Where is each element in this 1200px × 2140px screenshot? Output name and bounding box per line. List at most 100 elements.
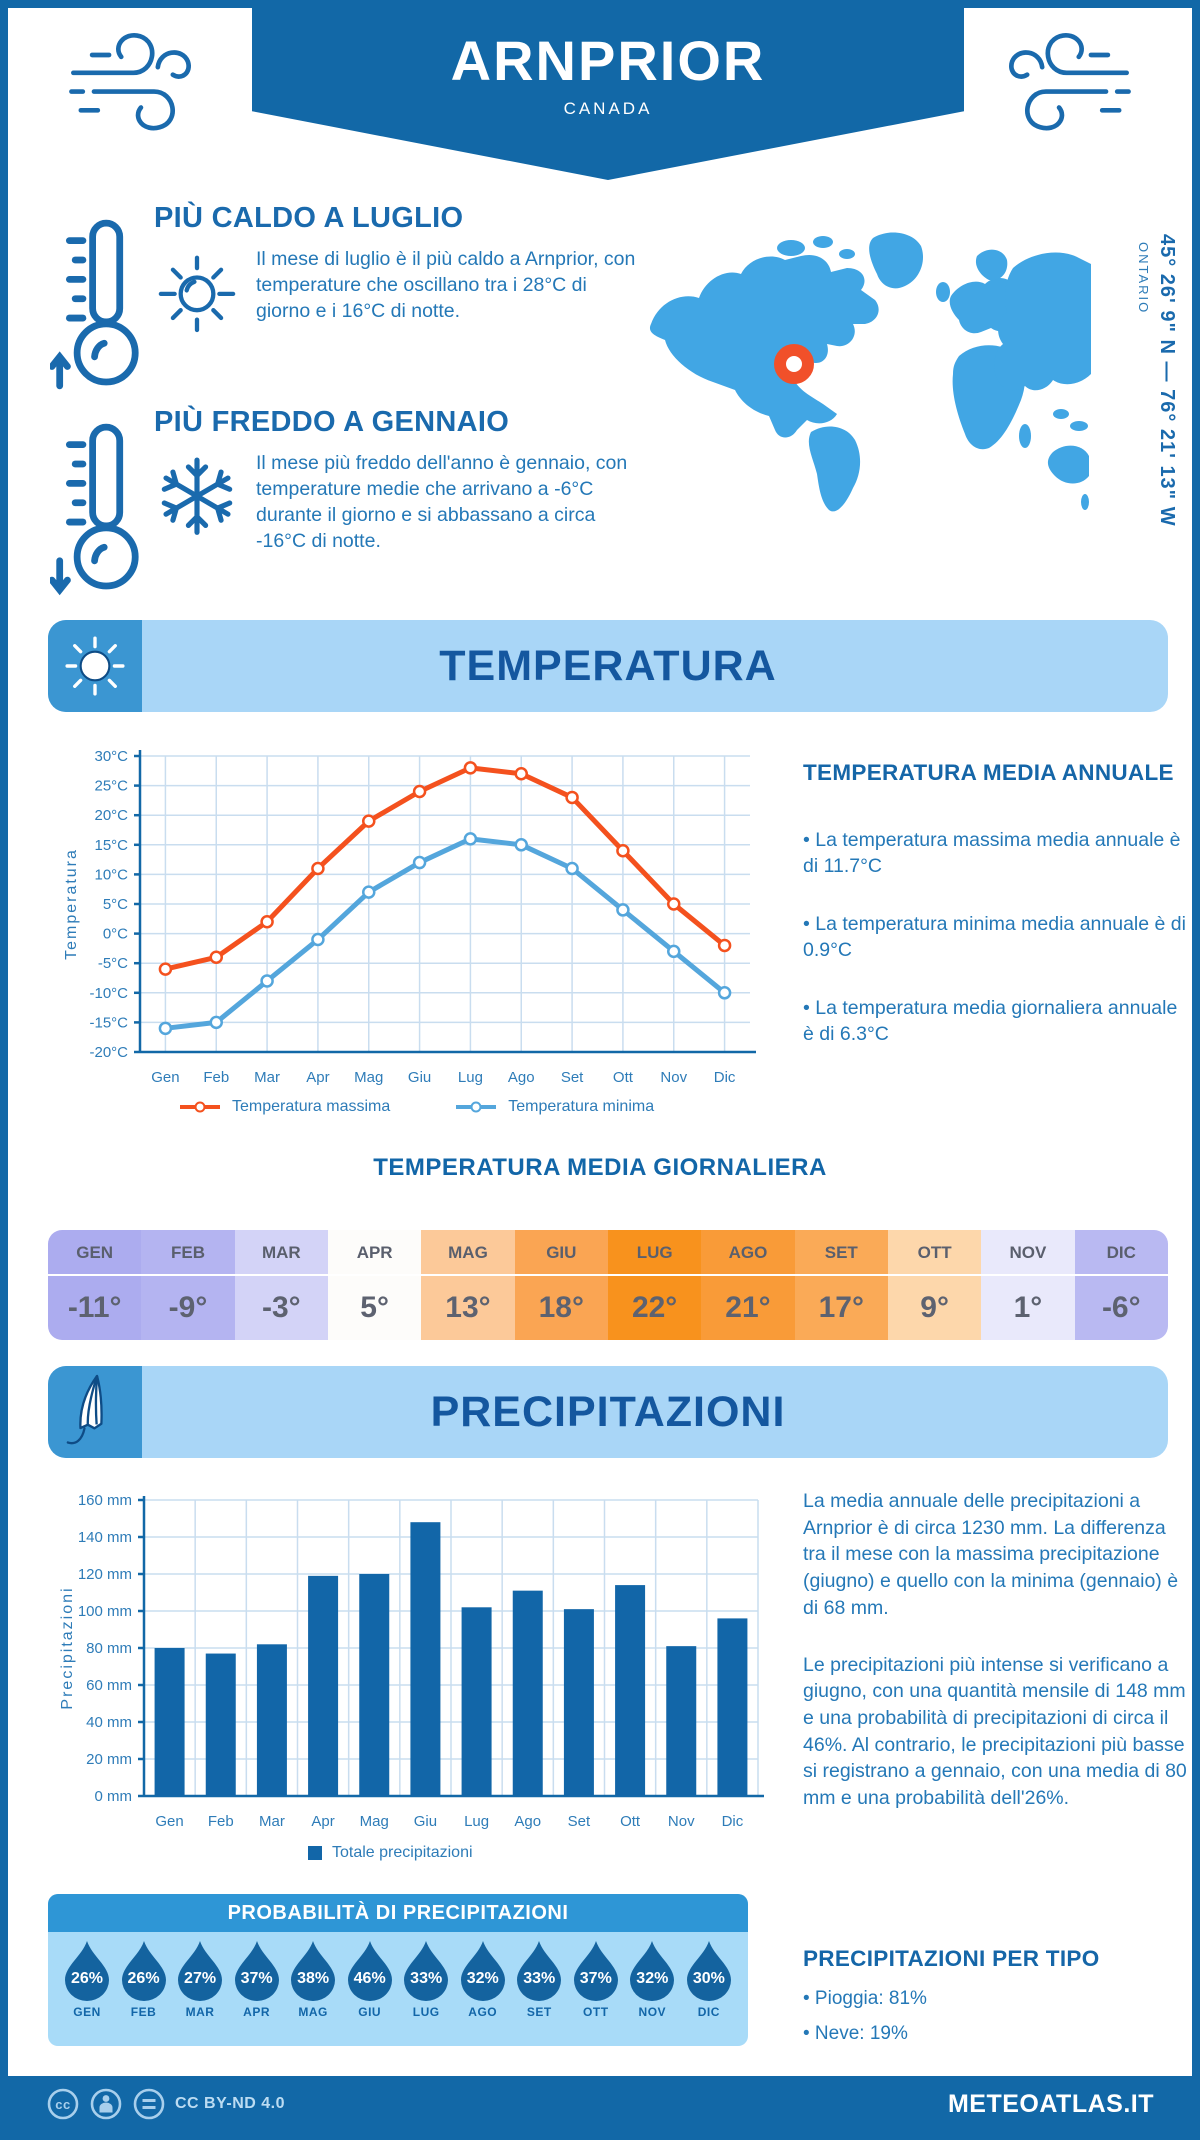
svg-text:20 mm: 20 mm [86,1751,132,1768]
snowflake-icon [154,449,240,555]
probability-drop-gen: 26% GEN [62,1940,112,2019]
probability-drop-nov: 32% NOV [627,1940,677,2019]
svg-text:5°C: 5°C [103,896,128,913]
svg-text:-20°C: -20°C [89,1044,128,1061]
month-cell-nov: NOV 1° [981,1230,1075,1340]
svg-text:0 mm: 0 mm [95,1788,133,1805]
svg-text:Mag: Mag [354,1069,383,1086]
cc-icon: cc [47,2088,79,2120]
svg-text:-15°C: -15°C [89,1014,128,1031]
thermometer-up-icon [48,214,142,401]
svg-text:-10°C: -10°C [89,985,128,1002]
month-cell-dic: DIC -6° [1074,1230,1168,1340]
svg-text:Gen: Gen [155,1813,183,1830]
legend-swatch [308,1846,322,1860]
svg-text:Dic: Dic [714,1069,736,1086]
probability-title: PROBABILITÀ DI PRECIPITAZIONI [48,1894,748,1932]
legend-item: Totale precipitazioni [308,1844,473,1862]
svg-text:Ott: Ott [613,1069,634,1086]
svg-text:Ott: Ott [620,1813,641,1830]
precipitation-type-block: PRECIPITAZIONI PER TIPO • Pioggia: 81% • … [803,1946,1189,2057]
svg-text:Precipitazioni: Precipitazioni [59,1586,76,1709]
probability-drop-feb: 26% FEB [119,1940,169,2019]
svg-text:-5°C: -5°C [98,955,128,972]
umbrella-icon [48,1366,142,1458]
svg-text:Apr: Apr [311,1813,334,1830]
text-item: • La temperatura media giornaliera annua… [803,996,1178,1045]
svg-text:Gen: Gen [151,1069,179,1086]
svg-text:Giu: Giu [414,1813,437,1830]
probability-drops: 26% GEN 26% FEB 27% MAR 37% APR 38% MAG 46% GIU 33% L… [48,1932,748,2019]
svg-text:160 mm: 160 mm [78,1492,132,1509]
highlight-text: Il mese più freddo dell'anno è gennaio, … [256,452,628,552]
text-item: • La temperatura massima media annuale è… [803,829,1181,877]
probability-drop-mar: 27% MAR [175,1940,225,2019]
annual-temperature-block: TEMPERATURA MEDIA ANNUALE • La temperatu… [803,760,1189,1080]
svg-text:40 mm: 40 mm [86,1714,132,1731]
text-item: • La temperatura minima media annuale è … [803,912,1186,961]
svg-text:Temperatura: Temperatura [63,848,80,960]
annual-temperature-title: TEMPERATURA MEDIA ANNUALE [803,760,1174,785]
precipitation-type-title: PRECIPITAZIONI PER TIPO [803,1946,1100,1971]
region-label: ONTARIO [1136,242,1151,315]
license-block: cc CC BY-ND 4.0 [46,2087,285,2121]
sun-icon [154,245,240,346]
month-cell-feb: FEB -9° [141,1230,235,1340]
svg-text:100 mm: 100 mm [78,1603,132,1620]
probability-drop-ott: 37% OTT [571,1940,621,2019]
section-title-precipitation: PRECIPITAZIONI [430,1388,786,1436]
svg-text:Mar: Mar [259,1813,285,1830]
probability-drop-set: 33% SET [514,1940,564,2019]
probability-drop-dic: 30% DIC [684,1940,734,2019]
text-item: Le precipitazioni più intense si verific… [803,1653,1187,1810]
probability-drop-lug: 33% LUG [401,1940,451,2019]
month-cell-ago: AGO 21° [701,1230,795,1340]
highlight-coldest: PIÙ FREDDO A GENNAIO Il mese più freddo … [48,406,642,596]
wind-icon [60,24,220,151]
location-ring-marker [774,344,814,384]
svg-text:30°C: 30°C [94,748,128,765]
section-banner-precipitation: PRECIPITAZIONI [48,1366,1168,1458]
svg-text:Lug: Lug [458,1069,483,1086]
svg-text:0°C: 0°C [103,926,128,943]
highlight-text: Il mese di luglio è il più caldo a Arnpr… [256,248,636,322]
month-cell-giu: GIU 18° [514,1230,608,1340]
svg-text:60 mm: 60 mm [86,1677,132,1694]
precipitation-probability-panel: PROBABILITÀ DI PRECIPITAZIONI 26% GEN 26% F… [48,1894,748,2046]
daily-mean-title: TEMPERATURA MEDIA GIORNALIERA [373,1154,827,1181]
svg-text:Ago: Ago [514,1813,541,1830]
precipitation-chart-legend: Totale precipitazioni [308,1844,473,1862]
coordinates-block: ONTARIO 45° 26' 9" N — 76° 21' 13" W [1136,234,1178,527]
legend-label: Totale precipitazioni [332,1844,473,1861]
month-cell-lug: LUG 22° [607,1230,702,1340]
svg-text:Ago: Ago [508,1069,535,1086]
svg-text:Giu: Giu [408,1069,431,1086]
svg-text:80 mm: 80 mm [86,1640,132,1657]
probability-drop-mag: 38% MAG [288,1940,338,2019]
text-item: • Pioggia: 81% [803,1988,927,2009]
svg-text:20°C: 20°C [94,807,128,824]
svg-text:140 mm: 140 mm [78,1529,132,1546]
probability-drop-ago: 32% AGO [458,1940,508,2019]
header-banner: ARNPRIOR CANADA [252,8,964,180]
page-title: ARNPRIOR [450,29,766,92]
temperature-line-chart: Gen Feb Mar Apr Mag Giu Lug Ago Set Ott Nov Dic -20°… [60,736,760,1088]
svg-text:Set: Set [561,1069,584,1086]
legend-item: Temperatura massima [178,1098,390,1116]
precipitation-text-block: La media annuale delle precipitazioni a … [803,1488,1189,1842]
svg-text:120 mm: 120 mm [78,1566,132,1583]
svg-text:cc: cc [55,2097,70,2112]
section-banner-temperature: TEMPERATURA [48,620,1168,712]
svg-text:Lug: Lug [464,1813,489,1830]
svg-text:Mag: Mag [360,1813,389,1830]
probability-drop-apr: 37% APR [232,1940,282,2019]
legend-item: Temperatura minima [454,1098,654,1116]
svg-text:Mar: Mar [254,1069,280,1086]
svg-text:Feb: Feb [203,1069,229,1086]
probability-drop-giu: 46% GIU [345,1940,395,2019]
svg-text:25°C: 25°C [94,778,128,795]
coordinates-label: 45° 26' 9" N — 76° 21' 13" W [1156,234,1178,527]
sun-badge-icon [48,620,142,712]
brand-label: METEOATLAS.IT [947,2089,1154,2118]
